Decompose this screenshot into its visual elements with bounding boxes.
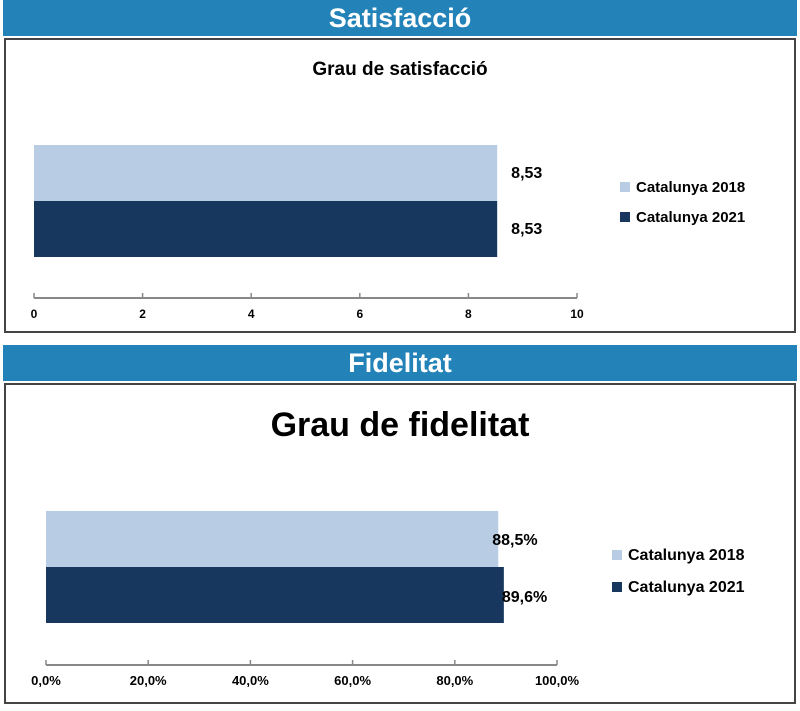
chart-title: Grau de fidelitat bbox=[271, 406, 530, 444]
data-label: 88,5% bbox=[492, 532, 537, 549]
bar-catalunya-2021 bbox=[34, 201, 498, 257]
x-tick-label: 2 bbox=[139, 307, 146, 321]
section-header-fidelitat: Fidelitat bbox=[3, 345, 797, 381]
data-label: 8,53 bbox=[511, 221, 542, 238]
legend-label: Catalunya 2021 bbox=[636, 209, 745, 226]
x-tick-label: 4 bbox=[248, 307, 255, 321]
x-tick-label: 6 bbox=[356, 307, 363, 321]
bar-catalunya-2018 bbox=[46, 511, 499, 567]
x-tick-label: 80,0% bbox=[436, 673, 473, 688]
data-label: 8,53 bbox=[511, 165, 542, 182]
legend-label: Catalunya 2018 bbox=[636, 179, 745, 196]
x-tick-label: 8 bbox=[465, 307, 472, 321]
legend-label: Catalunya 2021 bbox=[628, 579, 745, 596]
legend-swatch bbox=[620, 212, 630, 222]
x-tick-label: 0,0% bbox=[31, 673, 61, 688]
legend-swatch bbox=[612, 550, 622, 560]
bar-catalunya-2018 bbox=[34, 145, 498, 201]
legend-swatch bbox=[612, 582, 622, 592]
section-header-satisfaccio: Satisfacció bbox=[3, 0, 797, 36]
x-tick-label: 0 bbox=[31, 307, 38, 321]
x-tick-label: 20,0% bbox=[130, 673, 167, 688]
legend-label: Catalunya 2018 bbox=[628, 547, 745, 564]
chart-title: Grau de satisfacció bbox=[312, 59, 487, 80]
x-tick-label: 10 bbox=[570, 307, 584, 321]
x-tick-label: 40,0% bbox=[232, 673, 269, 688]
bar-catalunya-2021 bbox=[46, 567, 504, 623]
x-tick-label: 60,0% bbox=[334, 673, 371, 688]
data-label: 89,6% bbox=[502, 589, 547, 606]
x-tick-label: 100,0% bbox=[535, 673, 580, 688]
legend-swatch bbox=[620, 182, 630, 192]
